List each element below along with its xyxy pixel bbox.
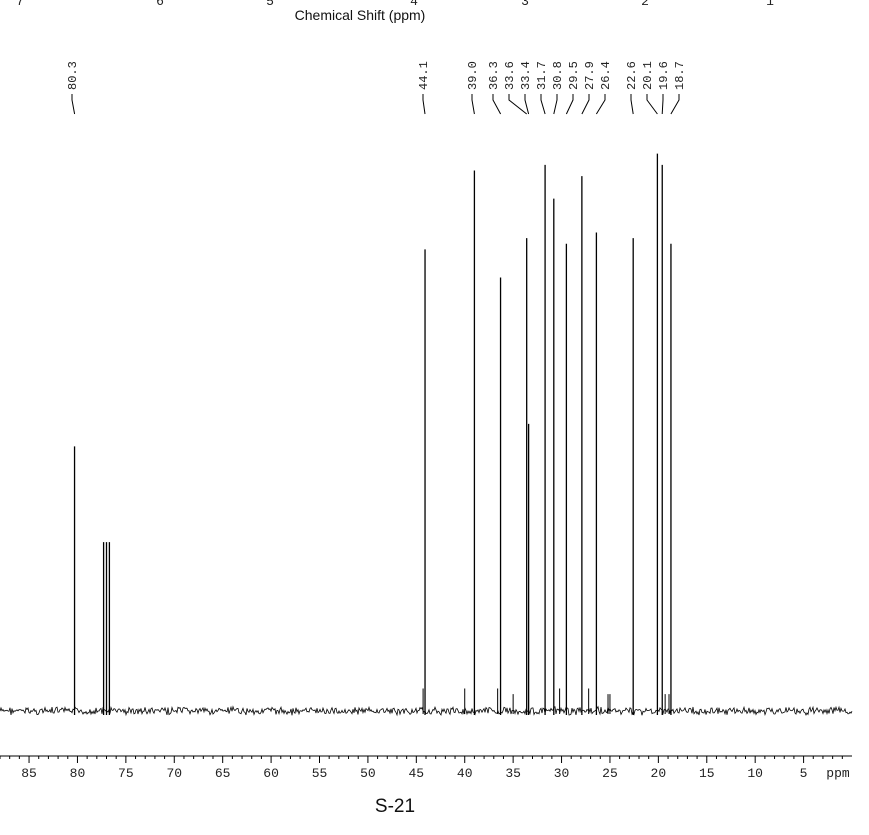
peak-leader-line: [565, 94, 574, 115]
x-tick-label: 40: [457, 766, 473, 781]
top-tick-label: 4: [410, 0, 418, 9]
x-tick-label: 75: [118, 766, 134, 781]
x-axis-label: ppm: [826, 766, 850, 781]
x-tick-label: 80: [70, 766, 86, 781]
peak-label: 31.7: [535, 61, 549, 90]
x-tick-label: 20: [651, 766, 667, 781]
spectrum-trace-group: [0, 153, 853, 717]
top-tick-label: 3: [521, 0, 529, 9]
x-tick-label: 55: [312, 766, 328, 781]
x-tick-label: 70: [166, 766, 182, 781]
x-tick-label: 60: [263, 766, 279, 781]
baseline-noise: [0, 705, 853, 717]
peak-label: 19.6: [657, 61, 671, 90]
peak-label: 33.4: [519, 61, 533, 90]
peak-leader-line: [492, 94, 502, 115]
x-tick-label: 25: [602, 766, 618, 781]
peak-leader-line: [553, 94, 558, 115]
peak-label-group: 80.3 44.1 39.0 36.3 33.6 33.4 31.7 30.8 29.5 27.9…: [66, 61, 687, 115]
peak-label: 27.9: [583, 61, 597, 90]
x-tick-label: 15: [699, 766, 715, 781]
peak-label: 36.3: [487, 61, 501, 90]
partial-top-ticks: 7 6 5 4 3 2 1: [16, 0, 774, 9]
top-tick-label: 5: [266, 0, 274, 9]
peak-label: 80.3: [66, 61, 80, 90]
peak-label: 26.4: [599, 61, 613, 90]
peak-label: 22.6: [625, 61, 639, 90]
peak-leader-line: [630, 94, 634, 115]
x-axis: 85 80 75 70 65 60 55 50 45 40 35 30 25 20 15 10 5 ppm: [0, 755, 852, 781]
x-tick-label: 45: [409, 766, 425, 781]
peak-leader-line: [508, 94, 528, 115]
top-tick-label: 6: [156, 0, 164, 9]
peak-label: 39.0: [466, 61, 480, 90]
peak-label: 18.7: [673, 61, 687, 90]
peak-leader-line: [71, 94, 76, 115]
peak-leader-line: [540, 94, 546, 115]
peak-label: 30.8: [551, 61, 565, 90]
x-tick-label: 35: [505, 766, 521, 781]
x-tick-label: 30: [554, 766, 570, 781]
peak-leader-line: [646, 94, 658, 115]
peak-leader-line: [595, 94, 606, 115]
x-tick-label: 65: [215, 766, 231, 781]
peak-label: 29.5: [567, 61, 581, 90]
top-tick-label: 1: [766, 0, 774, 9]
peak-leader-line: [524, 94, 530, 115]
x-tick-label: 10: [747, 766, 763, 781]
x-tick-label: 5: [800, 766, 808, 781]
x-tick-label: 85: [21, 766, 37, 781]
peak-leader-line: [471, 94, 475, 115]
peak-label: 20.1: [641, 61, 655, 90]
top-tick-label: 2: [641, 0, 649, 9]
peak-label: 44.1: [417, 61, 431, 90]
peak-leader-line: [581, 94, 590, 115]
peak-label: 33.6: [503, 61, 517, 90]
x-tick-label: 50: [360, 766, 376, 781]
peak-leader-line: [670, 94, 680, 115]
top-tick-label: 7: [16, 0, 24, 9]
peak-leader-line: [661, 94, 664, 115]
partial-axis-title: Chemical Shift (ppm): [294, 7, 426, 23]
page-label: S-21: [374, 796, 416, 817]
peak-leader-line: [422, 94, 426, 115]
